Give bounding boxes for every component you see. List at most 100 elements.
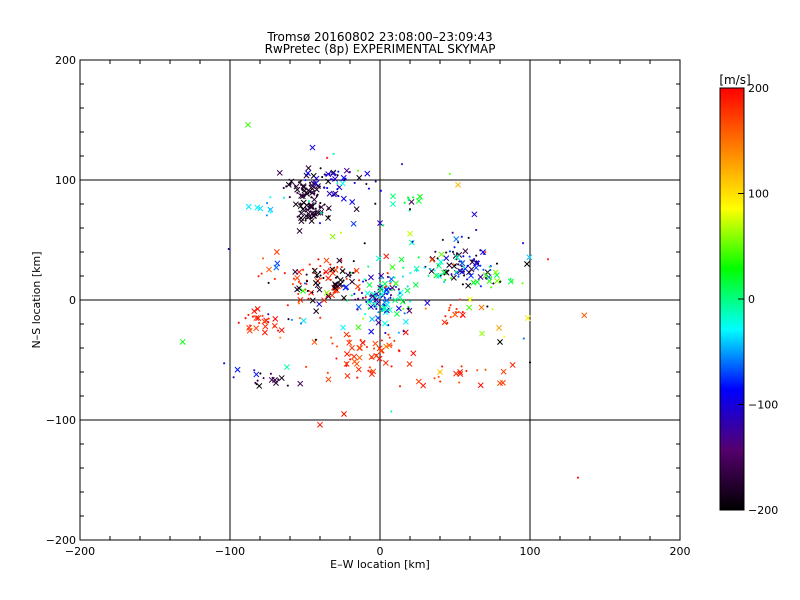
data-point bbox=[345, 272, 352, 279]
data-point bbox=[471, 259, 474, 262]
data-point bbox=[390, 193, 396, 200]
data-point bbox=[398, 256, 405, 263]
data-point bbox=[500, 368, 507, 375]
data-point bbox=[379, 281, 382, 284]
data-point bbox=[304, 208, 307, 211]
data-point bbox=[325, 376, 332, 383]
data-point bbox=[332, 285, 335, 288]
data-point bbox=[436, 262, 442, 269]
data-point bbox=[367, 307, 370, 310]
data-point bbox=[387, 291, 390, 294]
data-point bbox=[436, 257, 439, 260]
data-point bbox=[300, 322, 303, 325]
data-point bbox=[308, 202, 315, 209]
data-point bbox=[286, 384, 289, 387]
data-point bbox=[427, 274, 430, 277]
data-point bbox=[407, 307, 410, 310]
data-point bbox=[375, 294, 378, 297]
data-point bbox=[462, 248, 469, 255]
x-tick-label: 0 bbox=[377, 545, 384, 558]
data-point bbox=[407, 198, 410, 201]
data-point bbox=[445, 251, 448, 254]
data-point bbox=[368, 298, 371, 301]
data-point bbox=[387, 300, 390, 303]
data-point bbox=[332, 152, 335, 155]
data-point bbox=[272, 315, 279, 322]
data-point bbox=[383, 287, 390, 294]
data-point bbox=[273, 278, 276, 281]
data-point bbox=[253, 325, 260, 332]
data-point bbox=[326, 156, 329, 159]
data-point bbox=[484, 251, 487, 254]
data-point bbox=[303, 282, 306, 285]
data-point bbox=[471, 211, 478, 218]
data-point bbox=[318, 185, 321, 188]
data-point bbox=[444, 315, 447, 318]
data-point bbox=[286, 304, 289, 307]
data-point bbox=[412, 196, 415, 199]
data-point bbox=[446, 262, 453, 269]
data-point bbox=[340, 231, 343, 234]
data-point bbox=[342, 279, 345, 282]
y-tick-label: 100 bbox=[55, 174, 76, 187]
data-point bbox=[308, 218, 315, 224]
data-point bbox=[320, 211, 323, 214]
data-point bbox=[336, 174, 339, 177]
data-point bbox=[258, 322, 261, 325]
data-point bbox=[386, 292, 389, 295]
data-point bbox=[318, 205, 321, 208]
data-point bbox=[298, 210, 305, 217]
data-point bbox=[262, 257, 265, 260]
data-point bbox=[257, 275, 260, 278]
data-point bbox=[350, 220, 357, 227]
data-point bbox=[321, 176, 324, 179]
data-point bbox=[509, 277, 512, 280]
data-point bbox=[492, 282, 495, 285]
data-point bbox=[364, 279, 367, 282]
data-point bbox=[285, 181, 292, 188]
data-point bbox=[346, 339, 353, 346]
data-point bbox=[334, 173, 337, 176]
data-point bbox=[395, 305, 402, 312]
data-point bbox=[500, 379, 506, 386]
data-point bbox=[353, 267, 360, 274]
data-point bbox=[319, 202, 322, 205]
data-point bbox=[251, 308, 258, 315]
data-point bbox=[375, 315, 381, 321]
data-point bbox=[309, 144, 316, 151]
data-point bbox=[325, 171, 332, 178]
data-point bbox=[412, 281, 419, 288]
y-tick-label: 200 bbox=[55, 54, 76, 67]
data-point bbox=[316, 193, 319, 196]
data-point bbox=[298, 302, 301, 305]
data-point bbox=[484, 368, 487, 371]
data-point bbox=[310, 196, 313, 199]
data-point bbox=[449, 304, 452, 307]
data-point bbox=[475, 254, 478, 257]
data-point bbox=[363, 242, 366, 245]
data-point bbox=[436, 272, 442, 279]
data-point bbox=[491, 308, 494, 311]
data-point bbox=[466, 278, 469, 281]
colorbar-tick-label: 0 bbox=[748, 293, 755, 306]
data-point bbox=[314, 338, 317, 341]
data-point bbox=[467, 236, 470, 239]
data-point bbox=[454, 254, 461, 261]
data-point bbox=[398, 292, 401, 295]
data-point bbox=[581, 312, 588, 319]
data-point bbox=[259, 372, 262, 375]
data-point bbox=[482, 272, 489, 279]
data-point bbox=[297, 280, 300, 283]
data-point bbox=[268, 376, 275, 383]
data-point bbox=[273, 380, 279, 386]
data-point bbox=[339, 268, 346, 275]
data-point bbox=[316, 276, 319, 279]
data-point bbox=[433, 377, 436, 380]
data-point bbox=[451, 263, 458, 270]
data-point bbox=[341, 411, 347, 417]
data-point bbox=[266, 202, 269, 205]
data-point bbox=[377, 311, 380, 314]
data-point bbox=[474, 260, 481, 267]
data-point bbox=[301, 189, 304, 192]
data-point bbox=[353, 206, 360, 213]
